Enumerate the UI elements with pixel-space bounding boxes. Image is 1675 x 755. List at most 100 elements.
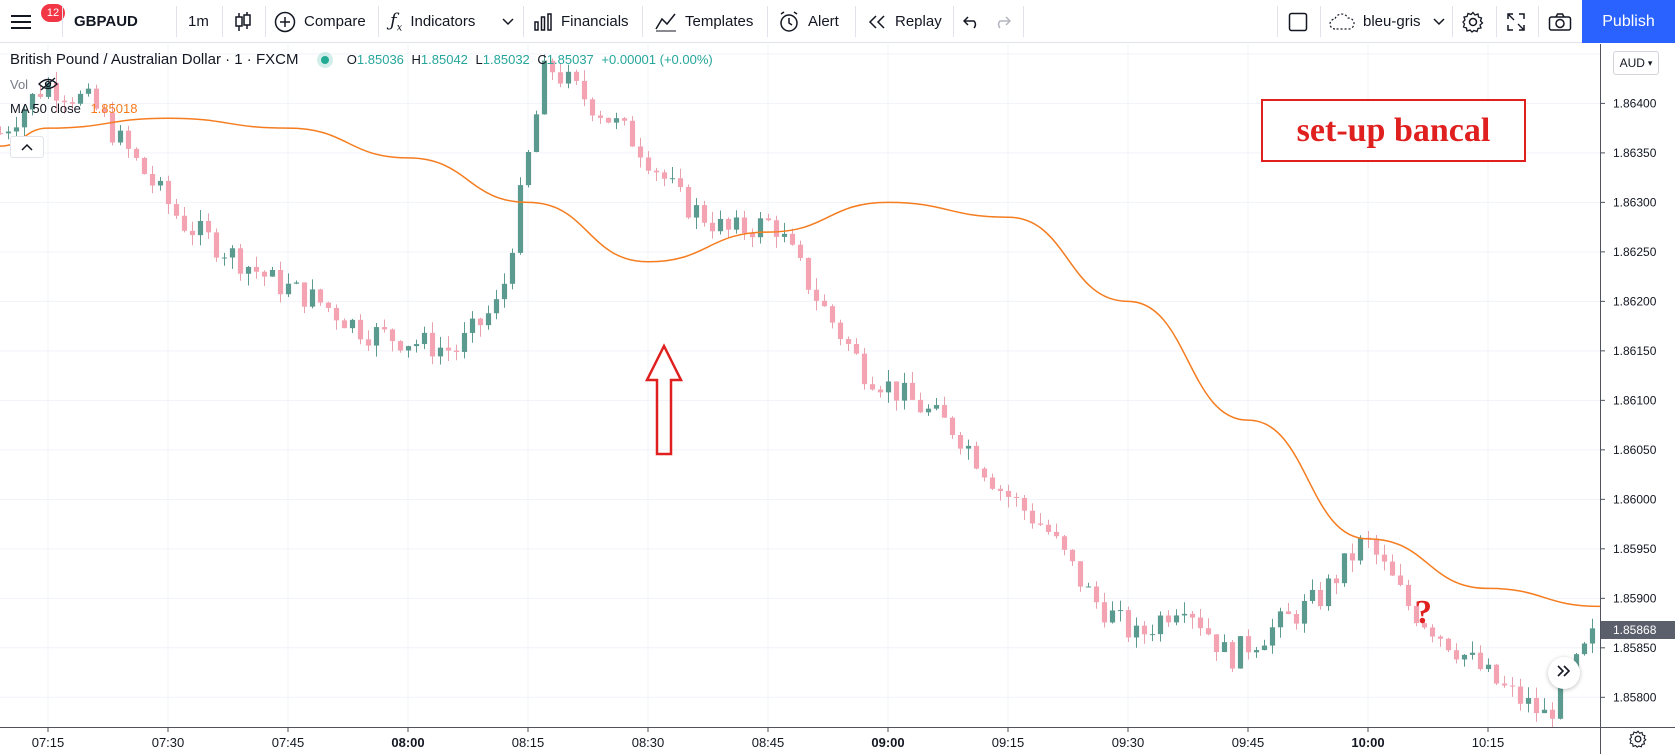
candle	[405, 345, 412, 358]
interval-label: 1m	[188, 13, 209, 30]
symbol-description[interactable]: British Pound / Australian Dollar · 1 · …	[10, 51, 299, 68]
time-axis-label: 08:15	[512, 735, 545, 750]
candle	[173, 198, 180, 219]
settings-button[interactable]	[1462, 0, 1484, 43]
candle	[21, 106, 28, 137]
candle	[0, 126, 4, 135]
candle	[333, 304, 340, 330]
candle	[37, 85, 44, 99]
financials-button[interactable]: Financials	[533, 0, 629, 43]
indicators-button[interactable]: ƒx Indicators	[390, 0, 475, 43]
candle	[1165, 610, 1172, 627]
notification-badge: 12	[41, 4, 65, 22]
layout-save-button[interactable]: bleu-gris	[1329, 0, 1445, 43]
interval-button[interactable]: 1m	[188, 0, 209, 43]
candle	[933, 397, 940, 411]
time-axis-label: 08:30	[632, 735, 665, 750]
menu-button[interactable]: 12	[10, 0, 65, 43]
candle	[573, 69, 580, 85]
candle	[397, 340, 404, 353]
volume-legend[interactable]: Vol	[10, 77, 58, 94]
publish-button[interactable]: Publish	[1582, 0, 1675, 43]
indicators-dropdown[interactable]	[502, 0, 514, 43]
candle	[845, 336, 852, 351]
up-arrow-annotation	[644, 343, 684, 456]
candle	[1245, 629, 1252, 660]
candle	[1405, 579, 1412, 611]
candle	[485, 305, 492, 330]
chart-settings-button[interactable]	[1600, 727, 1675, 754]
candle	[437, 336, 444, 365]
candle	[629, 116, 636, 147]
time-axis-label: 09:00	[871, 735, 904, 750]
candle	[741, 210, 748, 240]
candle	[461, 322, 468, 359]
candle	[885, 370, 892, 403]
candle	[1493, 663, 1500, 685]
candle	[1173, 609, 1180, 626]
price-axis[interactable]: 1.86400 1.86350 1.86300 1.86250 1.86200 1.861…	[1600, 44, 1675, 727]
candle	[1229, 639, 1236, 673]
fullscreen-button[interactable]	[1506, 0, 1526, 43]
candle	[1581, 641, 1588, 656]
candle	[541, 54, 548, 115]
candle	[829, 304, 836, 329]
time-axis-label: 09:15	[992, 735, 1025, 750]
replay-button[interactable]: Replay	[867, 0, 942, 43]
candle	[501, 273, 508, 308]
candle	[877, 385, 884, 398]
candle	[365, 330, 372, 351]
candle	[533, 110, 540, 153]
candle	[965, 439, 972, 460]
currency-selector[interactable]: AUD ▾	[1613, 51, 1659, 75]
price-chart[interactable]	[0, 44, 1600, 727]
eye-off-icon[interactable]	[37, 77, 58, 94]
candle	[1341, 553, 1348, 587]
templates-button[interactable]: Templates	[655, 0, 753, 43]
current-price-label: 1.85868	[1613, 623, 1657, 637]
chart-pane[interactable]: British Pound / Australian Dollar · 1 · …	[0, 44, 1600, 727]
ma-label: MA 50 close	[10, 101, 81, 116]
candle	[1293, 610, 1300, 630]
chevron-down-icon	[502, 17, 514, 26]
question-annotation[interactable]: ?	[1415, 594, 1432, 631]
candle	[973, 441, 980, 470]
setup-annotation-box[interactable]: set-up bancal	[1261, 99, 1526, 162]
candles-icon	[233, 11, 253, 33]
candle	[117, 125, 124, 146]
snapshot-button[interactable]	[1548, 0, 1572, 43]
undo-button[interactable]	[963, 0, 981, 43]
time-axis[interactable]: 07:15 07:30 07:45 08:00 08:15 08:30 08:45 09:00…	[0, 727, 1600, 754]
candle	[469, 311, 476, 343]
candle	[701, 200, 708, 227]
symbol-search[interactable]: GBPAUD	[74, 0, 138, 43]
ma-legend[interactable]: MA 50 close 1.85018	[10, 101, 137, 116]
cloud-icon	[1329, 12, 1355, 31]
legend-collapse-button[interactable]	[10, 136, 44, 158]
redo-button[interactable]	[993, 0, 1011, 43]
candle	[1101, 592, 1108, 628]
candle	[861, 347, 868, 390]
candle	[149, 165, 156, 194]
candle	[1477, 645, 1484, 671]
candle	[301, 282, 308, 314]
candle	[621, 116, 628, 126]
layout-name-label: bleu-gris	[1363, 13, 1421, 30]
candle	[749, 228, 756, 248]
chart-type-button[interactable]	[233, 0, 253, 43]
candle	[197, 209, 204, 246]
scroll-to-realtime-button[interactable]	[1548, 657, 1580, 689]
alert-button[interactable]: Alert	[778, 0, 839, 43]
candle	[669, 166, 676, 184]
ma-50-line	[0, 117, 1600, 608]
candle	[797, 240, 804, 261]
candle	[205, 213, 212, 239]
compare-button[interactable]: Compare	[274, 0, 366, 43]
candle	[581, 70, 588, 107]
candle	[1197, 608, 1204, 636]
candle	[1333, 574, 1340, 595]
currency-label: AUD	[1619, 56, 1645, 70]
candle	[957, 431, 964, 455]
candle	[1269, 618, 1276, 654]
layout-square-button[interactable]	[1288, 0, 1308, 43]
